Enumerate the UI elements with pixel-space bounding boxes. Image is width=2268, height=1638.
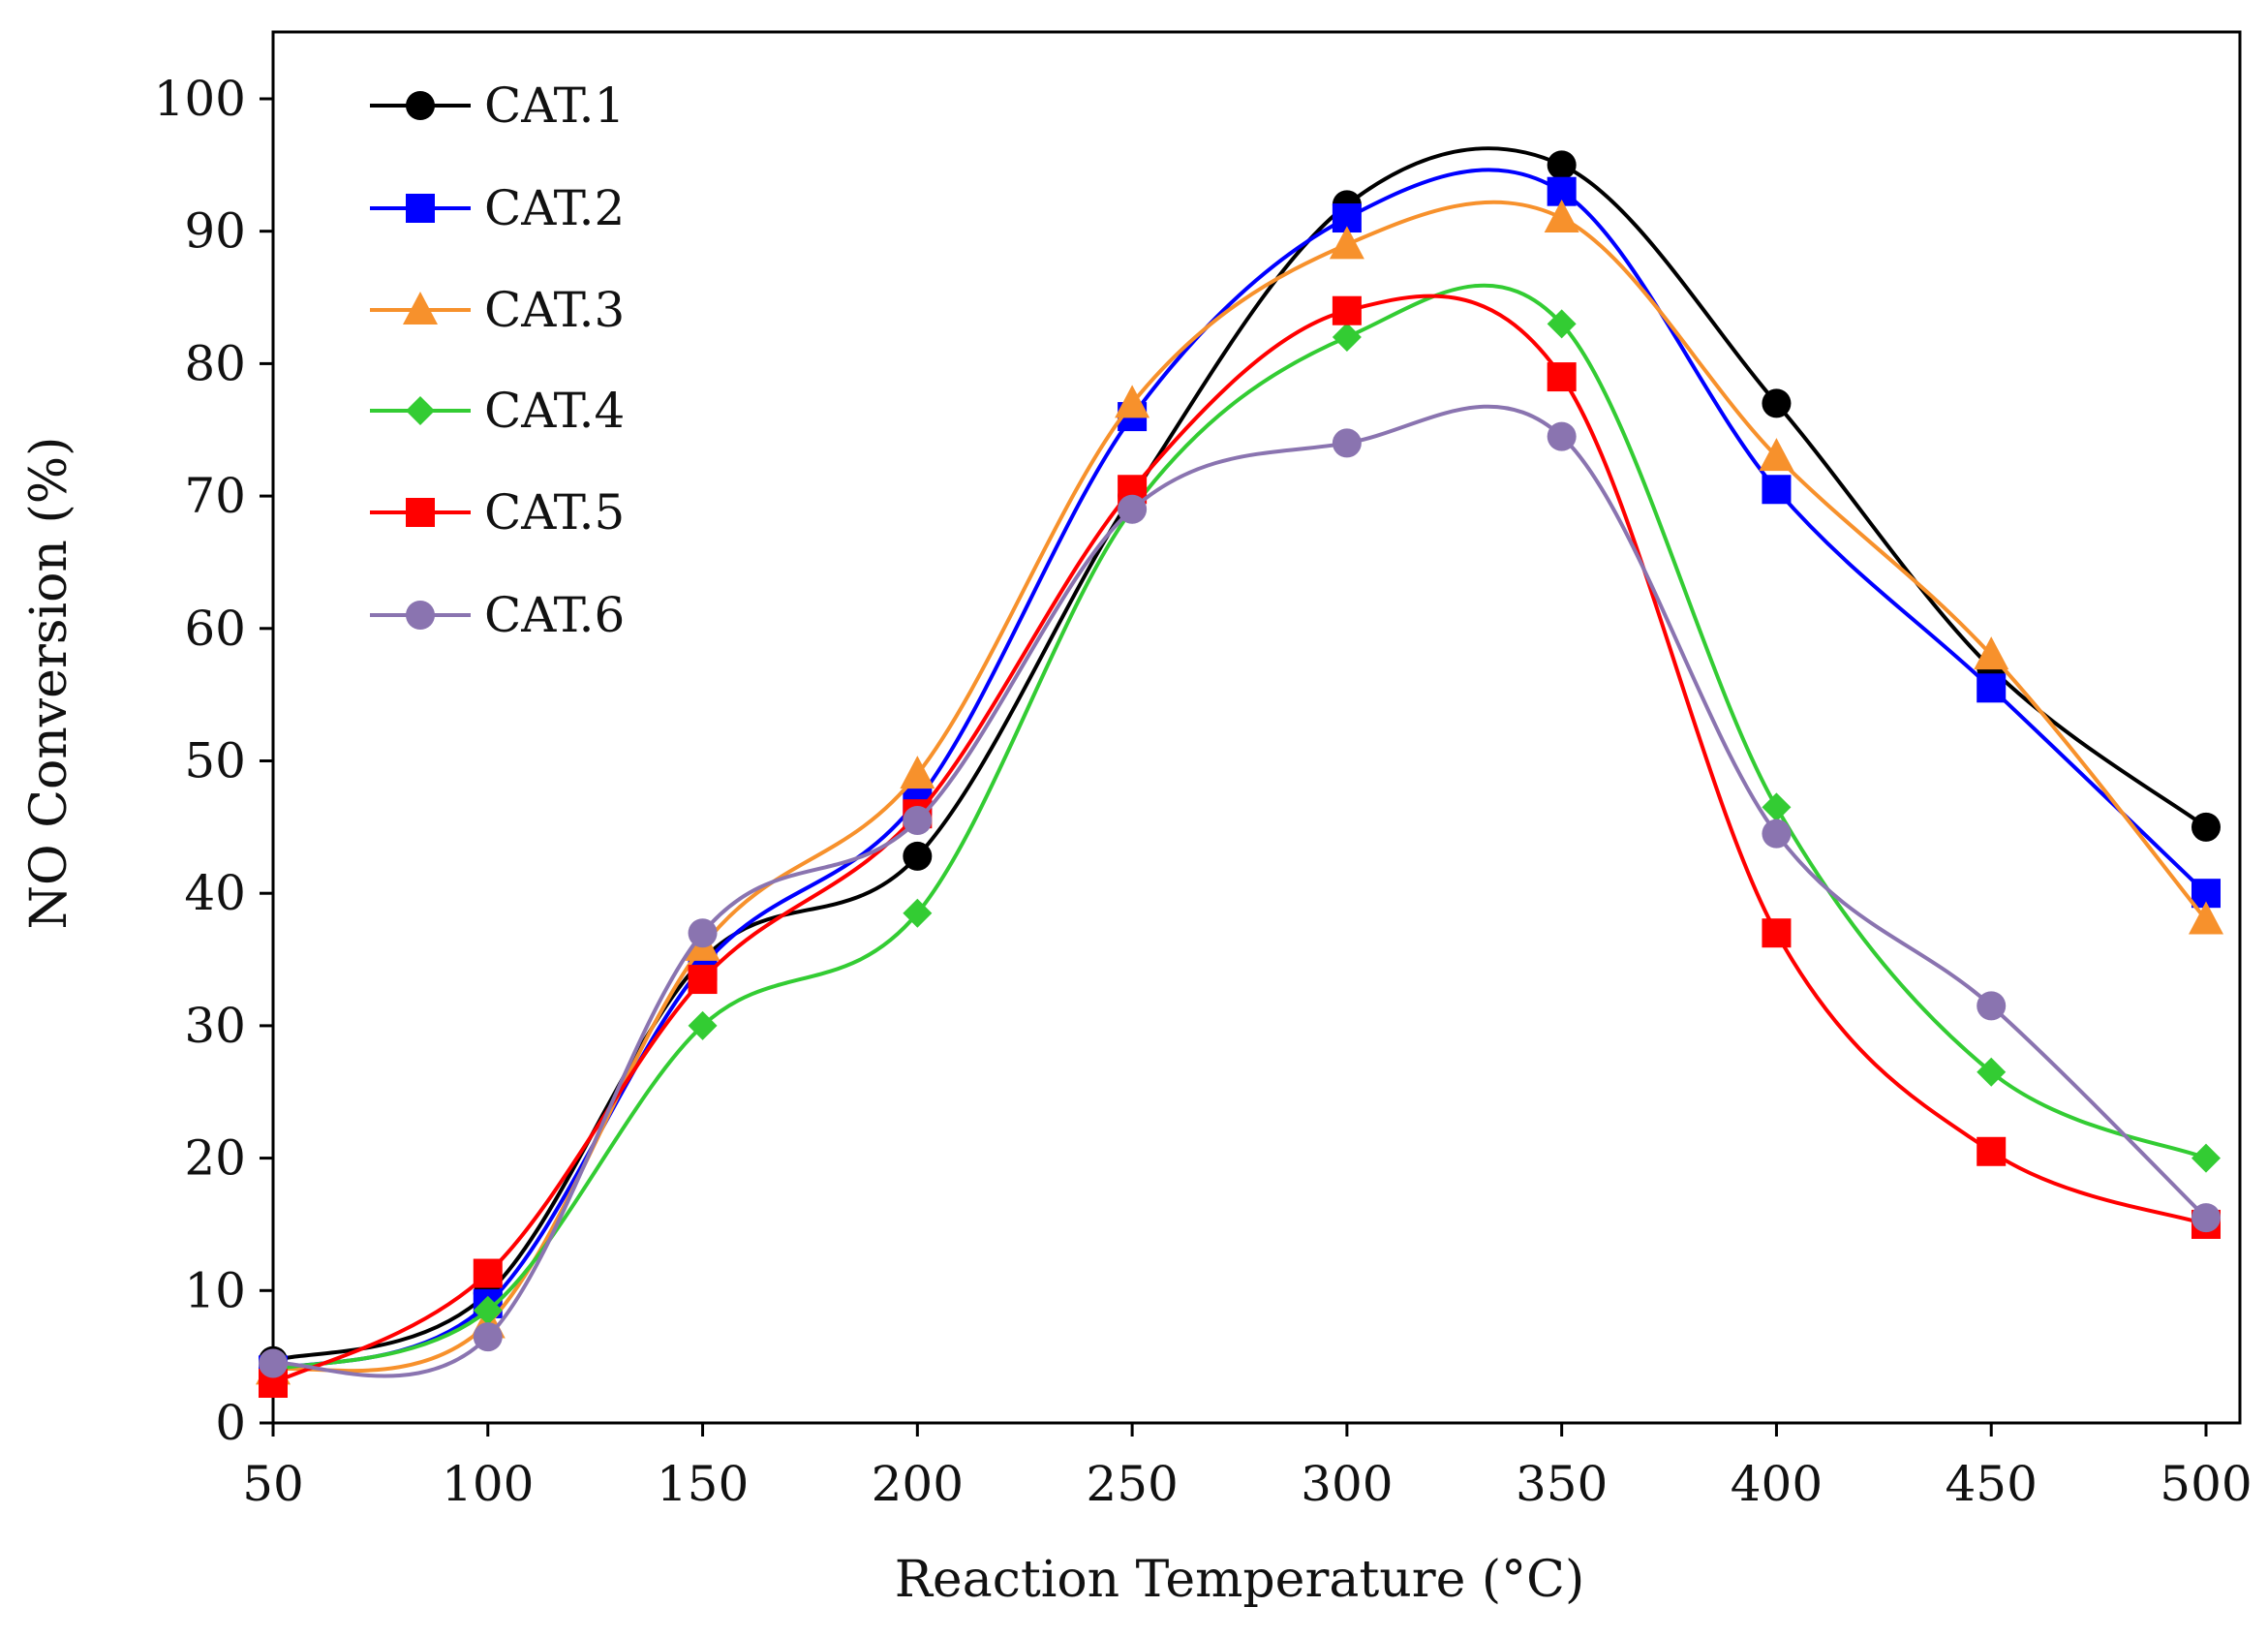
data-point	[473, 1258, 503, 1288]
data-point	[1759, 438, 1794, 472]
y-tick-label: 70	[184, 468, 246, 524]
y-tick-label: 50	[184, 733, 246, 789]
data-point	[2189, 901, 2223, 935]
data-point	[1118, 494, 1148, 524]
x-tick-label: 300	[1301, 1456, 1393, 1512]
legend-label: CAT.5	[484, 484, 625, 541]
data-point	[688, 918, 718, 948]
legend-marker	[406, 194, 435, 223]
y-tick-label: 100	[154, 71, 246, 127]
legend-item: CAT.5	[370, 484, 625, 541]
data-point	[1115, 385, 1150, 418]
y-tick-label: 10	[184, 1262, 246, 1318]
series-cat-6	[259, 404, 2221, 1378]
x-tick-label: 250	[1086, 1456, 1178, 1512]
data-point	[1329, 226, 1364, 260]
x-tick-label: 150	[657, 1456, 749, 1512]
data-point	[2191, 1143, 2221, 1173]
data-point	[1977, 991, 2007, 1021]
x-axis-label: Reaction Temperature (°C)	[895, 1551, 1584, 1609]
data-point	[903, 841, 933, 871]
legend-marker	[406, 498, 435, 527]
x-tick-label: 100	[442, 1456, 534, 1512]
data-point	[259, 1348, 288, 1378]
data-point	[2191, 1203, 2221, 1233]
y-axis-label: NO Conversion (%)	[20, 437, 78, 930]
legend-label: CAT.1	[484, 77, 625, 134]
series-line	[272, 146, 2208, 1363]
legend-label: CAT.4	[484, 383, 625, 439]
data-point	[1977, 673, 2007, 703]
data-point	[1547, 421, 1577, 451]
legend-marker	[403, 292, 438, 325]
data-point	[1977, 1057, 2007, 1087]
legend-item: CAT.2	[370, 180, 625, 236]
data-point	[1547, 309, 1577, 339]
legend-label: CAT.3	[484, 282, 625, 338]
legend-label: CAT.6	[484, 587, 625, 643]
data-point	[1762, 388, 1792, 418]
data-point	[1974, 636, 2009, 670]
data-point	[1977, 1136, 2007, 1166]
legend-item: CAT.3	[370, 282, 625, 338]
y-tick-label: 80	[184, 335, 246, 391]
data-point	[1762, 918, 1792, 948]
data-point	[1762, 475, 1792, 505]
series-line	[272, 283, 2207, 1373]
legend-item: CAT.4	[370, 383, 625, 439]
series-line	[272, 404, 2208, 1378]
data-point	[1332, 323, 1362, 353]
data-point	[473, 1295, 503, 1325]
data-point	[1544, 200, 1579, 233]
plot-frame	[271, 30, 2242, 1425]
x-tick-label: 500	[2160, 1456, 2252, 1512]
data-point	[1762, 819, 1792, 849]
x-tick-label: 50	[242, 1456, 304, 1512]
data-point	[1332, 428, 1362, 458]
legend-marker	[406, 396, 435, 425]
data-point	[1762, 792, 1792, 822]
x-tick-label: 450	[1946, 1456, 2038, 1512]
data-point	[900, 756, 935, 789]
x-tick-label: 350	[1516, 1456, 1608, 1512]
legend-marker	[406, 91, 435, 120]
y-tick-label: 90	[184, 203, 246, 260]
data-point	[688, 1010, 718, 1040]
y-tick-label: 0	[215, 1395, 246, 1451]
data-point	[903, 898, 933, 928]
data-point	[1547, 362, 1577, 392]
y-tick-label: 40	[184, 865, 246, 921]
x-tick-label: 200	[872, 1456, 964, 1512]
x-tick-label: 400	[1731, 1456, 1823, 1512]
y-tick-label: 30	[184, 998, 246, 1054]
data-point	[688, 965, 718, 995]
data-point	[1547, 150, 1577, 180]
legend-item: CAT.6	[370, 587, 625, 643]
legend-label: CAT.2	[484, 180, 625, 236]
y-tick-label: 20	[184, 1130, 246, 1187]
data-point	[903, 806, 933, 836]
y-tick-label: 60	[184, 601, 246, 657]
legend-marker	[406, 601, 435, 630]
data-point	[473, 1322, 503, 1352]
data-point	[2191, 812, 2221, 842]
data-point	[1332, 295, 1362, 325]
legend-item: CAT.1	[370, 77, 625, 134]
